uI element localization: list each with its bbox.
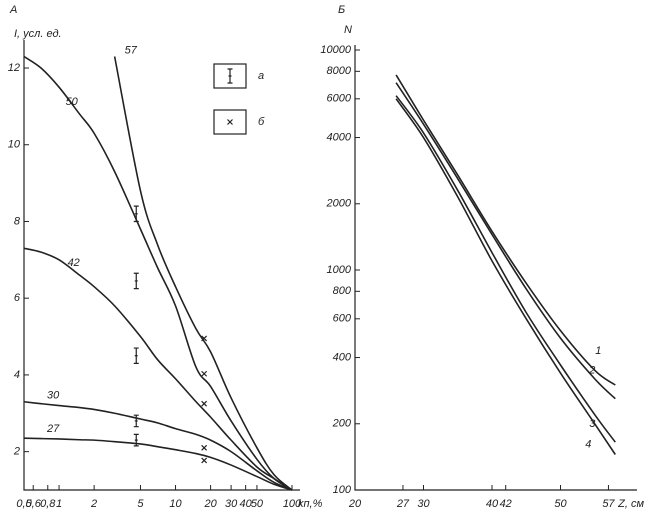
y-tick-label: 6000: [327, 93, 352, 105]
curve-label: 27: [46, 423, 60, 435]
y-tick-label: 2000: [326, 198, 352, 210]
curve: [395, 82, 616, 400]
x-tick-label: 57: [602, 498, 615, 510]
x-tick-label: 40: [240, 498, 253, 510]
error-bar: [133, 347, 139, 365]
legend-box: [213, 109, 247, 135]
y-tick-label: 6: [14, 292, 21, 304]
curve-label: 1: [595, 345, 601, 357]
x-tick-label: 100: [283, 498, 302, 510]
curve-label: 3: [589, 418, 596, 430]
error-bar: [133, 272, 139, 290]
x-axis-label: kп,%: [298, 498, 323, 510]
cross-marker: [201, 400, 208, 407]
curve: [395, 95, 616, 443]
cross-marker: [201, 335, 208, 342]
y-tick-label: 12: [8, 62, 20, 74]
x-tick-label: 27: [396, 498, 410, 510]
legend-symbol: [227, 68, 233, 84]
x-tick-label: 30: [417, 498, 430, 510]
cross-marker: [201, 370, 208, 377]
y-axis-label: I, усл. ед.: [14, 28, 62, 40]
legend-box: [213, 63, 247, 89]
y-tick-label: 10000: [320, 44, 351, 56]
curve: [113, 56, 293, 491]
x-tick-label: 2: [90, 498, 97, 510]
cross-marker: [201, 457, 208, 464]
curve: [395, 98, 616, 455]
curve: [23, 55, 293, 491]
y-tick-label: 100: [333, 484, 352, 496]
x-axis-label: Z, см: [617, 498, 644, 510]
y-tick-label: 10: [8, 139, 21, 151]
x-tick-label: 30: [225, 498, 238, 510]
curve: [23, 247, 293, 491]
y-tick-label: 800: [333, 285, 352, 297]
curve-label: 30: [47, 390, 60, 402]
error-bar: [133, 205, 139, 223]
legend-symbol: [227, 119, 233, 125]
legend-label: б: [258, 116, 265, 128]
y-tick-label: 600: [333, 313, 352, 325]
curve: [395, 74, 616, 386]
y-tick-label: 1000: [327, 264, 352, 276]
x-tick-label: 0,6: [26, 498, 42, 510]
curve-label: 50: [66, 96, 79, 108]
x-tick-label: 20: [203, 498, 217, 510]
y-tick-label: 400: [333, 351, 352, 363]
x-tick-label: 50: [554, 498, 567, 510]
curve: [23, 400, 293, 491]
x-tick-label: 5: [137, 498, 144, 510]
y-tick-label: 2: [13, 446, 20, 458]
curve-label: 42: [68, 257, 80, 269]
error-bar: [133, 414, 139, 428]
curve-label: 57: [125, 44, 138, 56]
error-bar: [133, 433, 139, 447]
panel-label: А: [9, 4, 17, 16]
x-tick-label: 0,8: [40, 498, 56, 510]
panel-label: Б: [338, 4, 345, 16]
x-tick-label: 50: [251, 498, 264, 510]
y-tick-label: 8: [14, 215, 21, 227]
legend-label: а: [258, 70, 264, 82]
y-tick-label: 4: [14, 369, 20, 381]
x-tick-label: 20: [348, 498, 362, 510]
x-tick-label: 42: [500, 498, 512, 510]
x-tick-label: 40: [486, 498, 499, 510]
cross-marker: [201, 444, 208, 451]
y-tick-label: 200: [332, 418, 352, 430]
y-tick-label: 4000: [327, 131, 352, 143]
curve: [23, 437, 293, 491]
y-tick-label: 8000: [327, 65, 352, 77]
x-tick-label: 10: [169, 498, 182, 510]
curve-label: 4: [585, 438, 591, 450]
x-tick-label: 1: [56, 498, 62, 510]
y-axis-label: N: [344, 24, 352, 36]
x-tick-label: 0,5: [16, 498, 32, 510]
curve-label: 2: [588, 365, 595, 377]
